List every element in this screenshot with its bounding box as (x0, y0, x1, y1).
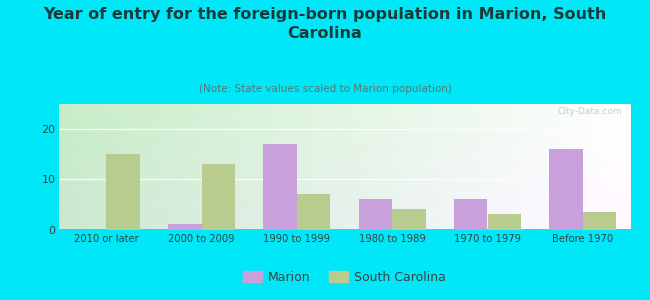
Bar (202, 164, 235, 230)
Bar (359, 199, 392, 230)
Bar (392, 209, 426, 230)
Bar (263, 144, 297, 230)
Bar (106, 154, 140, 230)
Bar (549, 149, 583, 230)
Legend: Marion, South Carolina: Marion, South Carolina (238, 266, 451, 289)
Bar (488, 214, 521, 230)
Text: Year of entry for the foreign-born population in Marion, South
Carolina: Year of entry for the foreign-born popul… (44, 8, 606, 41)
Bar (583, 212, 616, 230)
Text: (Note: State values scaled to Marion population): (Note: State values scaled to Marion pop… (198, 84, 452, 94)
Bar (168, 224, 202, 230)
Text: City-Data.com: City-Data.com (557, 107, 622, 116)
Bar (454, 199, 488, 230)
Bar (297, 194, 330, 230)
